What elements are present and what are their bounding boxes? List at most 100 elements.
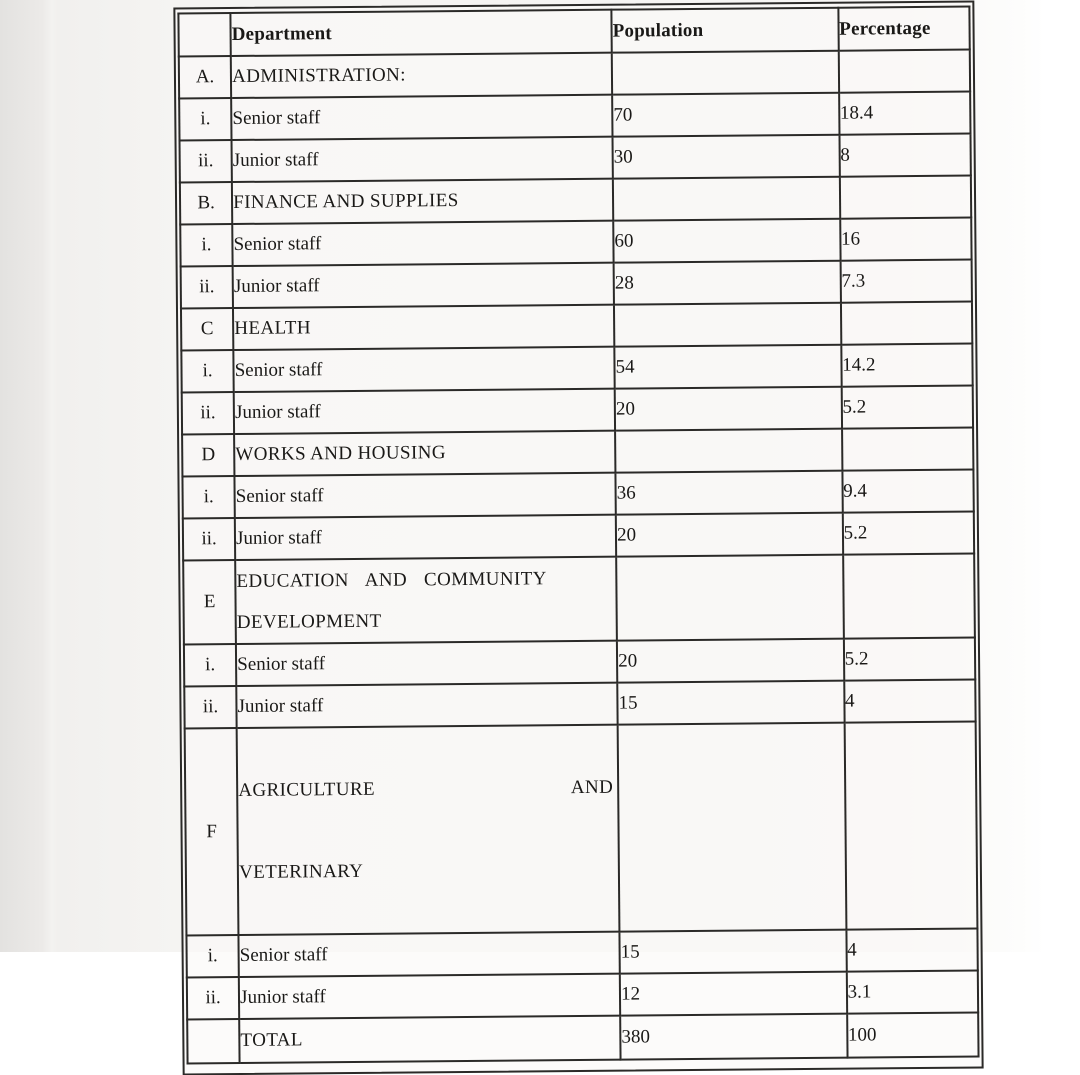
population-cell: 60 [613, 218, 841, 263]
department-line1: AGRICULTURE AND [238, 767, 617, 811]
row-index-cell: i. [186, 934, 239, 978]
table-row-administration: A. ADMINISTRATION: [178, 49, 971, 99]
row-index-cell: ii. [182, 517, 236, 561]
population-cell: 12 [619, 971, 847, 1016]
table-row-junior-staff: ii. Junior staff 30 8 [179, 133, 971, 183]
population-cell [614, 302, 841, 347]
row-index-cell: i. [182, 475, 235, 519]
staff-distribution-table: Department Population Percentage A. ADMI… [177, 6, 979, 1065]
table-row-senior-staff: i. Senior staff 60 16 [180, 217, 972, 267]
row-index-cell: B. [179, 182, 233, 225]
row-index-cell: i. [181, 350, 234, 393]
percentage-cell [842, 553, 975, 639]
table-row-junior-staff: ii. Junior staff 20 5.2 [182, 511, 975, 561]
table-row-junior-staff: ii. Junior staff 20 5.2 [181, 385, 974, 435]
population-cell: 54 [614, 344, 842, 389]
table-row-works-and-housing: D WORKS AND HOUSING [182, 427, 974, 477]
table-row-education-and-community-development: E EDUCATION AND COMMUNITY DEVELOPMENT [183, 553, 975, 645]
department-cell: Senior staff [232, 220, 614, 267]
department-cell: Senior staff [236, 640, 618, 686]
header-population: Population [611, 7, 839, 53]
department-cell: Junior staff [232, 262, 615, 309]
total-percentage-cell: 100 [846, 1012, 979, 1058]
population-cell: 20 [614, 386, 842, 431]
department-cell: Senior staff [234, 472, 616, 518]
table-row-senior-staff: i. Senior staff 70 18.4 [179, 91, 971, 141]
department-cell: Junior staff [234, 514, 617, 560]
department-cell: Junior staff [231, 136, 613, 183]
percentage-cell: 9.4 [842, 469, 974, 513]
table-row-agriculture-and-veterinary: F AGRICULTURE AND VETERINARY [184, 721, 978, 936]
department-cell: FINANCE AND SUPPLIES [232, 178, 614, 225]
table-row-junior-staff: ii. Junior staff 28 7.3 [180, 259, 972, 309]
staff-distribution-table-frame: Department Population Percentage A. ADMI… [173, 0, 984, 1075]
row-index-cell: C [180, 308, 234, 351]
department-cell: Senior staff [231, 94, 613, 141]
row-index-cell: ii. [186, 976, 240, 1020]
row-index-cell: A. [178, 56, 232, 99]
population-cell [611, 50, 839, 95]
department-word: AND [570, 776, 614, 799]
total-label-cell: TOTAL [239, 1015, 621, 1063]
row-index-cell [187, 1018, 240, 1064]
table-row-junior-staff: ii. Junior staff 12 3.1 [186, 970, 979, 1020]
row-index-cell: E [183, 559, 237, 645]
row-index-cell: ii. [184, 685, 237, 729]
department-cell: EDUCATION AND COMMUNITY DEVELOPMENT [235, 556, 617, 644]
population-cell: 28 [613, 260, 841, 305]
table-body: Department Population Percentage A. ADMI… [178, 6, 979, 1064]
row-index-cell: D [182, 434, 235, 477]
header-department: Department [230, 9, 612, 57]
table-row-finance-and-supplies: B. FINANCE AND SUPPLIES [179, 175, 972, 225]
percentage-cell: 4 [843, 679, 976, 723]
department-cell: Junior staff [238, 973, 621, 1019]
row-index-cell: i. [179, 98, 232, 141]
department-cell: WORKS AND HOUSING [234, 430, 616, 476]
percentage-cell: 14.2 [840, 343, 973, 387]
table-row-senior-staff: i. Senior staff 54 14.2 [181, 343, 973, 393]
percentage-cell [841, 427, 974, 471]
table-row-health: C HEALTH [180, 301, 973, 351]
department-cell: Senior staff [233, 346, 615, 393]
percentage-cell: 5.2 [843, 637, 976, 681]
population-cell [616, 554, 844, 641]
table-row-total: TOTAL 380 100 [187, 1012, 979, 1064]
row-index-cell: ii. [179, 140, 233, 183]
percentage-cell: 5.2 [841, 385, 974, 429]
department-cell: Senior staff [238, 931, 620, 977]
department-cell: Junior staff [236, 682, 618, 728]
table-row-senior-staff: i. Senior staff 20 5.2 [183, 637, 976, 687]
department-line2: VETERINARY [238, 860, 364, 883]
department-cell: ADMINISTRATION: [230, 52, 613, 99]
percentage-cell: 8 [839, 133, 971, 177]
percentage-cell [844, 721, 978, 930]
department-word: AGRICULTURE [238, 778, 376, 801]
percentage-cell [840, 301, 973, 345]
table-row-junior-staff: ii. Junior staff 15 4 [184, 679, 976, 729]
percentage-cell [838, 49, 971, 93]
percentage-cell: 7.3 [840, 259, 972, 303]
department-cell: AGRICULTURE AND VETERINARY [236, 724, 620, 935]
population-cell: 70 [612, 92, 840, 137]
row-index-cell: ii. [181, 392, 235, 435]
percentage-cell [839, 175, 972, 219]
department-cell: HEALTH [233, 304, 615, 351]
population-cell [617, 722, 847, 932]
header-row-index-cell [178, 13, 231, 57]
population-cell: 20 [616, 638, 844, 683]
row-index-cell: ii. [180, 266, 234, 309]
percentage-cell: 3.1 [846, 970, 979, 1014]
table-row-senior-staff: i. Senior staff 36 9.4 [182, 469, 974, 519]
percentage-cell: 5.2 [842, 511, 975, 555]
percentage-cell: 18.4 [838, 91, 971, 135]
header-percentage: Percentage [838, 6, 970, 51]
row-index-cell: F [184, 727, 239, 936]
population-cell: 20 [615, 512, 843, 557]
population-cell: 30 [612, 134, 840, 179]
population-cell: 36 [615, 470, 843, 515]
row-index-cell: i. [180, 224, 233, 267]
population-cell: 15 [617, 680, 845, 725]
total-population-cell: 380 [620, 1013, 848, 1060]
header-row: Department Population Percentage [178, 6, 970, 57]
